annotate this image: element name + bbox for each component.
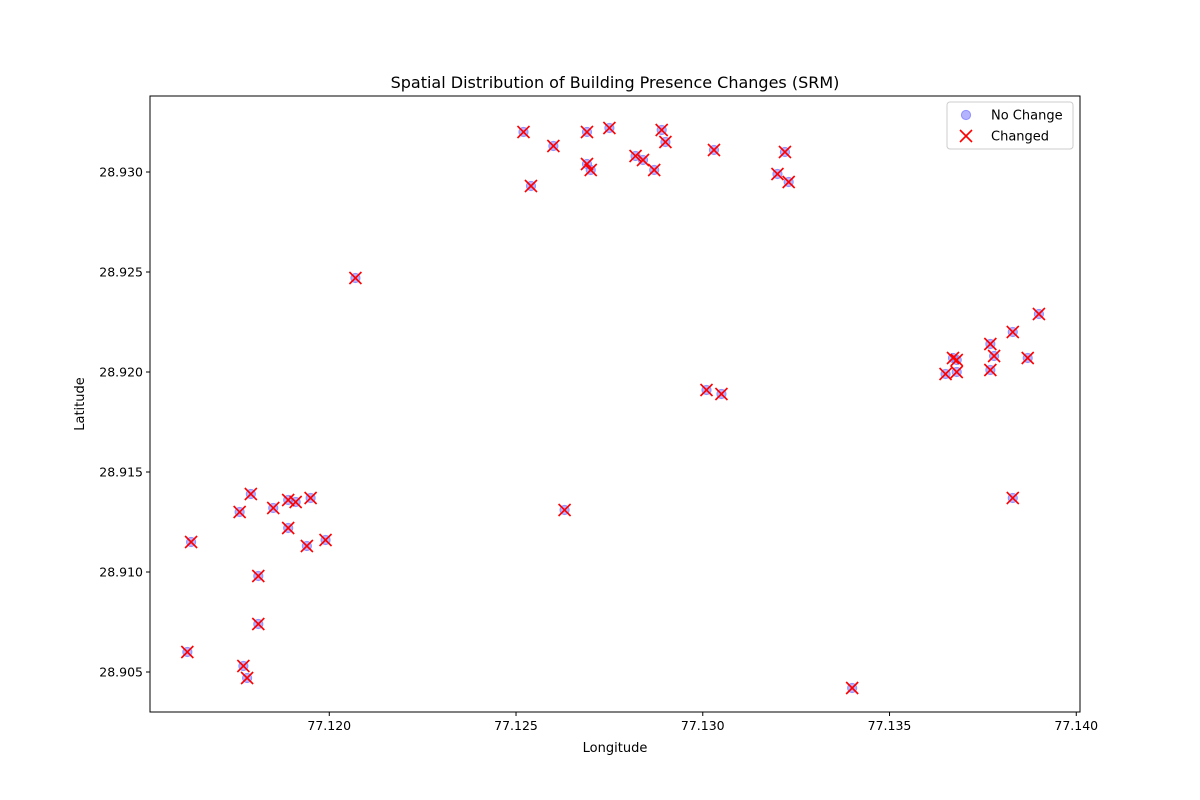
changed-point [233,505,247,519]
x-axis-label: Longitude [583,741,648,756]
changed-point [244,487,258,501]
changed-point [1032,307,1046,321]
changed-point [628,149,643,163]
x-tick-label: 77.140 [1054,718,1098,733]
y-tick-label: 28.920 [99,365,143,380]
changed-point [289,495,303,509]
chart-title: Spatial Distribution of Building Presenc… [391,73,840,92]
y-tick-label: 28.910 [99,565,143,580]
changed-point [950,365,964,379]
changed-point [950,353,964,367]
changed-point [946,351,960,365]
changed-point [770,167,785,181]
changed-point [524,179,538,193]
legend-label: No Change [991,109,1063,124]
y-tick-label: 28.925 [99,265,143,280]
x-tick-label: 77.125 [494,718,538,733]
changed-point [580,157,594,171]
changed-point [304,491,318,505]
plot-area [180,121,1046,695]
changed-point [558,503,572,517]
changed-point [778,145,792,159]
changed-point [983,363,997,377]
changed-point [1021,351,1035,365]
changed-point [983,337,997,351]
plot-frame [149,95,1081,713]
x-tick-label: 77.130 [681,718,725,733]
changed-point [987,349,1001,363]
changed-point [699,383,714,397]
changed-point [580,125,594,139]
changed-point [318,533,333,547]
legend-label: Changed [991,130,1049,145]
y-tick-label: 28.905 [99,665,143,680]
changed-point [714,387,729,401]
changed-point [281,521,295,535]
changed-point [546,139,560,153]
y-axis: 28.905 28.910 28.915 28.920 28.925 28.930 [99,165,150,680]
changed-point [636,153,650,167]
legend: No Change Changed [946,101,1074,150]
changed-point [251,617,265,631]
legend-marker-no-change [960,109,972,121]
changed-point [266,501,280,515]
changed-point [655,123,669,137]
changed-point [602,121,616,135]
changed-point [251,569,265,583]
y-axis-label: Latitude [73,377,88,431]
changed-point [180,645,194,659]
legend-marker-changed [959,129,973,143]
changed-point [240,671,254,685]
changed-point [707,143,721,157]
changed-point [184,535,198,549]
changed-point [658,135,672,149]
changed-point [300,539,314,553]
changed-point [516,125,531,139]
changed-point [1006,325,1020,339]
x-tick-label: 77.120 [307,718,351,733]
changed-point [845,681,859,695]
series-changed [180,121,1046,695]
changed-point [782,175,796,189]
changed-point [938,367,953,381]
changed-point [647,163,661,177]
legend-box [946,101,1074,150]
x-tick-label: 77.135 [868,718,912,733]
changed-point [236,659,250,673]
y-tick-label: 28.915 [99,465,143,480]
x-axis: 77.120 77.125 77.130 77.135 77.140 [307,712,1098,733]
changed-point [584,163,598,177]
y-tick-label: 28.930 [99,165,143,180]
changed-point [348,271,362,285]
changed-point [281,493,295,507]
changed-point [1006,491,1020,505]
